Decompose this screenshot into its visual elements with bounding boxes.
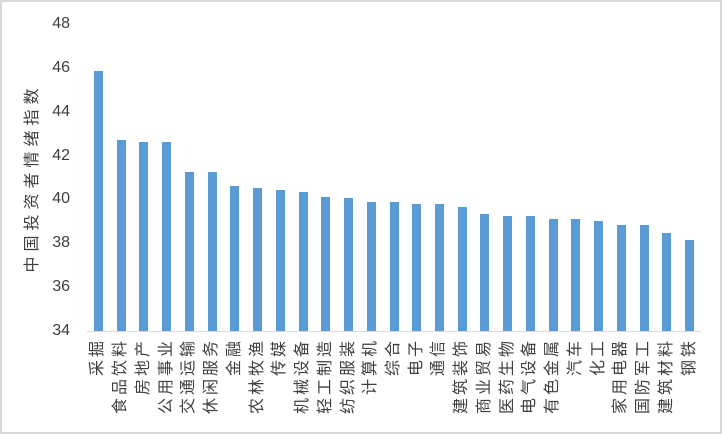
x-category-label: 食品饮料 [110,338,133,432]
bar [412,203,422,331]
bar [230,186,240,331]
x-category-label-text: 医药生物 [498,338,516,415]
bar [389,201,399,331]
x-category-label: 电子 [405,338,428,432]
bar [662,233,672,331]
x-category-label: 家用电器 [610,338,633,432]
x-category-label: 轻工制造 [314,338,337,432]
bar [344,198,354,331]
x-category-label-text: 建筑材料 [657,338,675,415]
y-tick-label: 40 [52,190,70,208]
bar [116,140,126,331]
x-category-label-text: 房地产 [134,338,152,396]
x-category-label: 汽车 [565,338,588,432]
bar [480,213,490,331]
x-category-label-text: 通信 [430,338,448,377]
y-tick-label: 48 [52,15,70,32]
bar [434,203,444,331]
x-category-label-text: 有色金属 [544,338,562,415]
x-category-label: 金融 [223,338,246,432]
x-category-label: 采掘 [87,338,110,432]
x-category-label: 机械设备 [292,338,315,432]
bar [184,172,194,331]
bar [139,142,149,331]
bar [548,219,558,331]
x-category-label-text: 交通运输 [180,338,198,415]
y-tick-label: 36 [52,278,70,296]
x-category-label-text: 汽车 [566,338,584,377]
y-tick-label: 44 [52,102,70,120]
x-category-label-text: 电子 [407,338,425,377]
bar [298,191,308,331]
x-category-label: 建筑装饰 [451,338,474,432]
x-category-label-text: 食品饮料 [112,338,130,415]
x-category-label: 综合 [383,338,406,432]
x-category-label-text: 计算机 [362,338,380,396]
x-category-label: 房地产 [132,338,155,432]
x-category-label: 公用事业 [155,338,178,432]
x-category-label: 传媒 [269,338,292,432]
bar [93,71,103,331]
y-tick-label: 38 [52,234,70,252]
x-category-label: 有色金属 [542,338,565,432]
x-category-label-text: 传媒 [271,338,289,377]
bar [207,172,217,331]
y-tick-label: 42 [52,146,70,164]
x-category-label-text: 公用事业 [157,338,175,415]
y-tick-label: 46 [52,58,70,76]
x-category-label-text: 建筑装饰 [453,338,471,415]
x-category-label-text: 化工 [589,338,607,377]
x-category-label-text: 综合 [384,338,402,377]
x-category-label-text: 机械设备 [294,338,312,415]
x-category-label-text: 商业贸易 [475,338,493,415]
x-category-label: 交通运输 [178,338,201,432]
x-category-label: 建筑材料 [656,338,679,432]
x-category-label-text: 钢铁 [680,338,698,377]
x-category-label-text: 金融 [225,338,243,377]
bar [571,219,581,331]
bar [685,240,695,331]
bar [253,188,263,331]
bar [639,224,649,331]
x-category-label: 农林牧渔 [246,338,269,432]
x-category-label-text: 国防军工 [635,338,653,415]
x-category-label: 钢铁 [678,338,701,432]
bar [321,197,331,331]
plot-area [87,24,701,332]
x-category-label: 通信 [428,338,451,432]
bar [525,215,535,331]
bar [457,207,467,331]
bar [366,201,376,331]
x-category-label: 化工 [587,338,610,432]
bar [275,189,285,331]
x-category-label: 医药生物 [496,338,519,432]
bar [616,224,626,331]
x-category-label-text: 休闲服务 [203,338,221,415]
x-category-label: 纺织服装 [337,338,360,432]
x-category-label-text: 采掘 [89,338,107,377]
x-category-label: 计算机 [360,338,383,432]
bar [162,142,172,331]
bar [594,221,604,331]
y-tick-label: 34 [52,322,70,339]
x-category-label-text: 家用电器 [612,338,630,415]
x-category-label: 商业贸易 [474,338,497,432]
bar [503,215,513,331]
x-category-label: 休闲服务 [201,338,224,432]
x-category-label: 电气设备 [519,338,542,432]
x-category-label-text: 纺织服装 [339,338,357,415]
x-category-label-text: 农林牧渔 [248,338,266,415]
x-category-label-text: 电气设备 [521,338,539,415]
x-category-label-text: 轻工制造 [316,338,334,415]
x-category-label: 国防军工 [633,338,656,432]
